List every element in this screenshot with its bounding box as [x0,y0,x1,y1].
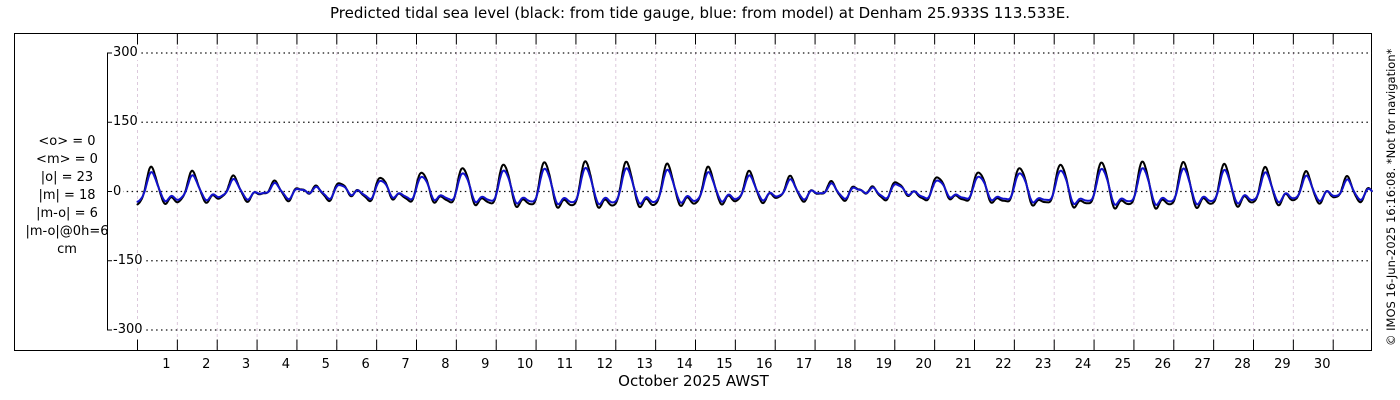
x-tick-label: 10 [516,357,534,372]
y-tick-label: 300 [112,45,140,60]
stats-line: <m> = 0 [36,152,98,167]
x-tick-label: 9 [481,357,490,372]
stats-line: |m-o|@0h=6 [25,224,109,239]
y-tick-label: 0 [112,183,124,199]
stats-line: |m-o| = 6 [36,206,98,221]
x-tick-label: 21 [955,357,972,372]
x-tick-label: 20 [915,357,932,372]
stats-line: |m| = 18 [38,188,96,203]
x-tick-label: 29 [1274,357,1291,372]
x-tick-label: 18 [835,357,853,372]
x-tick-label: 15 [716,357,733,372]
x-tick-label: 5 [321,357,330,372]
x-tick-label: 8 [441,357,450,372]
copyright-vertical-text: © IMOS 16-Jun-2025 16:16:08. *Not for na… [1384,48,1398,346]
x-tick-label: 26 [1154,357,1172,372]
x-tick-label: 28 [1234,357,1251,372]
chart-title: Predicted tidal sea level (black: from t… [329,4,1071,22]
x-tick-label: 11 [556,357,574,372]
y-tick-label: -150 [112,252,145,268]
x-tick-label: 3 [241,357,251,372]
stats-line: <o> = 0 [38,134,96,149]
x-tick-label: 24 [1074,357,1092,372]
x-tick-label: 25 [1114,357,1132,372]
x-tick-label: 22 [995,357,1012,372]
stats-line: |o| = 23 [40,170,94,185]
x-tick-label: 16 [755,357,773,372]
x-tick-label: 17 [795,357,813,372]
x-tick-label: 14 [676,357,693,372]
x-tick-label: 4 [281,357,291,372]
x-tick-label: 12 [596,357,614,372]
x-tick-label: 6 [361,357,370,372]
x-tick-label: 27 [1194,357,1211,372]
x-tick-label: 30 [1313,357,1331,372]
x-tick-label: 19 [875,357,893,372]
stats-block: <o> = 0 <m> = 0 |o| = 23 |m| = 18 |m-o| = 6 |… [14,133,120,259]
y-tick-label: 150 [112,114,140,130]
x-axis-title: October 2025 AWST [618,372,769,390]
x-tick-label: 2 [202,357,211,372]
x-tick-label: 7 [401,357,410,372]
y-tick-label: -300 [112,322,145,337]
x-tick-label: 13 [636,357,653,372]
x-tick-label: 23 [1034,357,1052,372]
stats-line: cm [57,242,77,257]
x-tick-label: 1 [162,357,171,372]
